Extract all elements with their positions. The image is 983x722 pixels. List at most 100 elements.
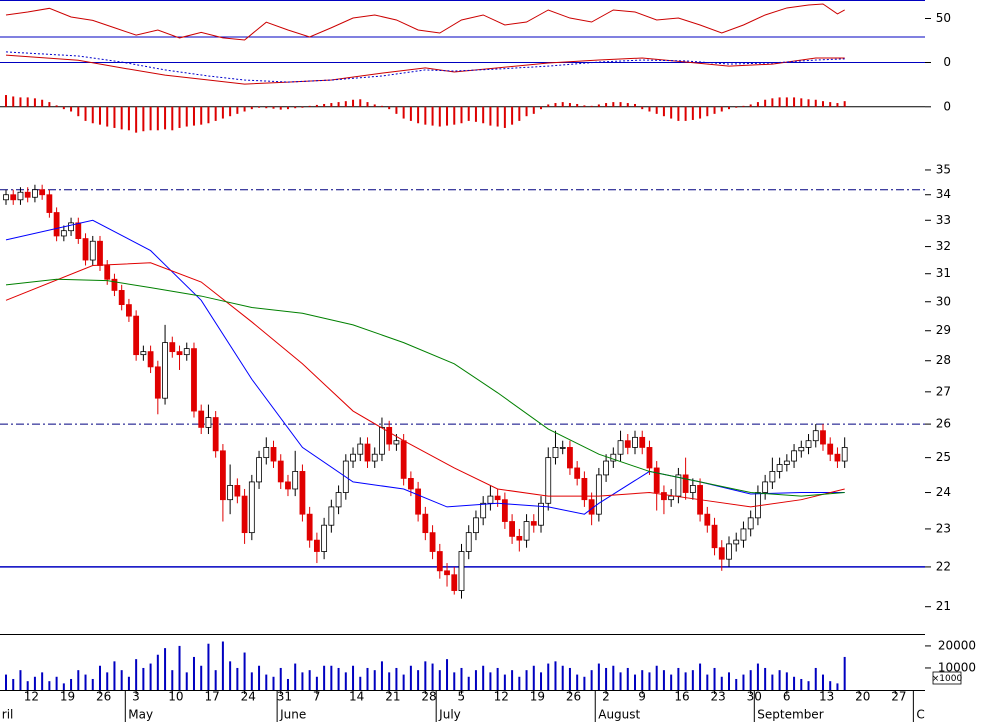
y-tick-label: 50: [936, 11, 951, 25]
candle-body: [162, 342, 168, 399]
bar: [214, 670, 217, 690]
bar: [409, 665, 412, 690]
indicator-line: [5, 262, 845, 508]
bar: [5, 95, 8, 107]
x-tick-label: 21: [385, 690, 400, 704]
bar: [699, 106, 702, 119]
candle-body: [581, 478, 588, 501]
candle-body: [473, 517, 479, 534]
x-tick-label: 16: [674, 690, 689, 704]
bar: [164, 106, 167, 130]
bar: [62, 683, 65, 690]
candle-body: [393, 440, 400, 445]
candle-body: [292, 471, 299, 490]
bar: [113, 661, 116, 690]
bar: [33, 98, 36, 107]
x-tick-label: 24: [241, 690, 256, 704]
bar: [431, 663, 434, 690]
x-tick-label: 6: [783, 690, 791, 704]
bar: [229, 661, 232, 690]
candle-body: [451, 574, 458, 591]
bar: [171, 670, 174, 690]
candle-body: [436, 551, 443, 572]
candle-body: [675, 474, 682, 497]
bar: [532, 665, 535, 690]
indicator-line: [5, 51, 845, 83]
indicator-line: [5, 278, 845, 497]
bar: [821, 101, 824, 107]
candle-body: [364, 443, 371, 462]
bar: [785, 672, 788, 690]
candle-body: [769, 471, 776, 483]
bar: [626, 667, 629, 690]
bar: [185, 106, 188, 127]
candle-body: [415, 488, 422, 515]
bar: [286, 678, 289, 690]
bar: [221, 641, 224, 690]
y-tick-label: 35: [936, 162, 951, 176]
bar: [315, 676, 318, 690]
bar: [662, 106, 665, 117]
bar: [337, 102, 340, 107]
candle-body: [154, 366, 161, 399]
bar: [127, 676, 130, 690]
bar: [323, 665, 326, 690]
bar: [156, 106, 159, 131]
bar: [720, 106, 723, 112]
candle-body: [444, 570, 450, 576]
bar: [352, 99, 355, 107]
bar: [91, 106, 94, 124]
bar: [511, 106, 514, 125]
bar: [576, 674, 579, 690]
bar: [684, 672, 687, 690]
bar: [474, 106, 477, 122]
candle-body: [545, 457, 552, 504]
bar: [272, 676, 275, 690]
candle-body: [783, 460, 790, 465]
candle-body: [400, 440, 407, 479]
y-tick-label: 31: [936, 266, 951, 280]
bar: [590, 670, 593, 690]
bar: [402, 674, 405, 690]
bar: [48, 102, 51, 107]
bar: [634, 103, 637, 107]
x-tick-label: 12: [494, 690, 509, 704]
candle-body: [762, 481, 769, 493]
bar: [836, 103, 839, 107]
bar: [605, 667, 608, 690]
bar: [590, 105, 593, 107]
candle-body: [776, 464, 783, 472]
bar: [547, 104, 550, 107]
bar: [756, 663, 759, 690]
bar: [793, 676, 796, 690]
bar: [388, 672, 391, 690]
candle-body: [39, 189, 46, 196]
candle-body: [263, 447, 270, 459]
candle-body: [530, 521, 537, 526]
candle-body: [726, 543, 732, 560]
bar: [19, 670, 22, 690]
y-tick-label: 24: [936, 485, 951, 499]
candle-body: [668, 495, 675, 501]
bar: [742, 105, 745, 107]
bar: [670, 674, 673, 690]
bar: [207, 106, 210, 124]
candle-body: [523, 521, 530, 541]
candle-body: [104, 265, 111, 280]
candle-body: [219, 450, 226, 501]
bar: [547, 663, 550, 690]
candle-body: [321, 524, 328, 552]
bar: [771, 98, 774, 107]
bar: [41, 672, 44, 690]
bar: [395, 106, 398, 114]
candle-body: [212, 417, 219, 452]
bar: [171, 106, 174, 131]
bar: [106, 672, 109, 690]
bar: [540, 106, 543, 110]
bar: [453, 672, 456, 690]
bar: [438, 106, 441, 127]
bar: [55, 676, 58, 690]
bar: [503, 674, 506, 690]
x-tick-label: 7: [313, 690, 321, 704]
bar: [417, 670, 420, 690]
